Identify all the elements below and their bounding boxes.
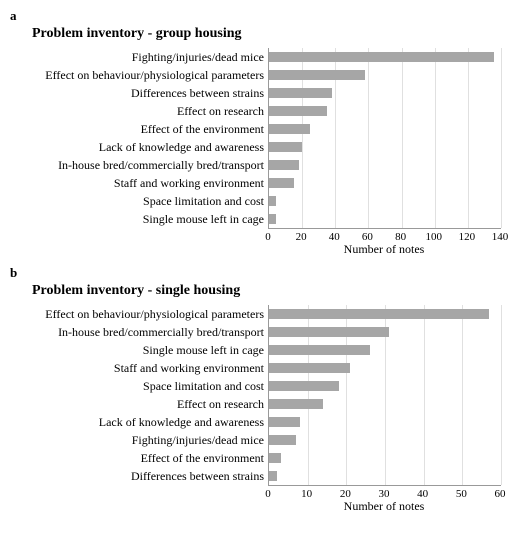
- chart-b-title: Problem inventory - single housing: [32, 283, 517, 299]
- bar: [269, 214, 276, 224]
- bar-row: [269, 323, 501, 341]
- category-label: Effect on behaviour/physiological parame…: [10, 305, 268, 323]
- bar: [269, 453, 281, 463]
- x-axis-label: Number of notes: [344, 499, 425, 514]
- category-label: Single mouse left in cage: [10, 341, 268, 359]
- bar: [269, 70, 365, 80]
- bar: [269, 345, 370, 355]
- bar: [269, 381, 339, 391]
- category-label: Effect on research: [10, 102, 268, 120]
- category-label: Fighting/injuries/dead mice: [10, 431, 268, 449]
- y-axis-labels: Fighting/injuries/dead miceEffect on beh…: [10, 48, 268, 228]
- category-label: Effect on behaviour/physiological parame…: [10, 66, 268, 84]
- panel-a-label: a: [10, 8, 517, 24]
- chart-a-title: Problem inventory - group housing: [32, 26, 517, 42]
- bar-row: [269, 48, 501, 66]
- bar-row: [269, 192, 501, 210]
- bar-row: [269, 66, 501, 84]
- grid-line: [501, 48, 502, 228]
- bar: [269, 160, 299, 170]
- bar: [269, 327, 389, 337]
- plot-area: [268, 305, 501, 486]
- x-tick: 60: [495, 488, 506, 500]
- chart-a: Fighting/injuries/dead miceEffect on beh…: [10, 48, 517, 257]
- x-tick: 0: [265, 488, 271, 500]
- bar: [269, 417, 300, 427]
- x-tick: 100: [425, 231, 442, 243]
- bar: [269, 178, 294, 188]
- bars: [269, 48, 501, 228]
- bar: [269, 142, 302, 152]
- category-label: Staff and working environment: [10, 359, 268, 377]
- bar-row: [269, 305, 501, 323]
- bar-row: [269, 120, 501, 138]
- x-axis: 020406080100120140Number of notes: [268, 229, 500, 257]
- bar: [269, 88, 332, 98]
- bar-row: [269, 395, 501, 413]
- x-tick: 20: [296, 231, 307, 243]
- category-label: Effect on research: [10, 395, 268, 413]
- bar: [269, 471, 277, 481]
- category-label: Single mouse left in cage: [10, 210, 268, 228]
- bar-row: [269, 377, 501, 395]
- category-label: Space limitation and cost: [10, 192, 268, 210]
- bar-row: [269, 156, 501, 174]
- plot-area: [268, 48, 501, 229]
- category-label: Staff and working environment: [10, 174, 268, 192]
- bar-row: [269, 431, 501, 449]
- x-tick: 120: [459, 231, 476, 243]
- bar-row: [269, 84, 501, 102]
- bar: [269, 124, 310, 134]
- bars: [269, 305, 501, 485]
- category-label: Differences between strains: [10, 467, 268, 485]
- x-tick: 10: [301, 488, 312, 500]
- bar-row: [269, 102, 501, 120]
- bar: [269, 106, 327, 116]
- bar: [269, 399, 323, 409]
- bar-row: [269, 138, 501, 156]
- category-label: In-house bred/commercially bred/transpor…: [10, 323, 268, 341]
- category-label: Lack of knowledge and awareness: [10, 138, 268, 156]
- category-label: Space limitation and cost: [10, 377, 268, 395]
- x-tick: 0: [265, 231, 271, 243]
- bar: [269, 363, 350, 373]
- bar-row: [269, 359, 501, 377]
- y-axis-labels: Effect on behaviour/physiological parame…: [10, 305, 268, 485]
- x-tick: 50: [456, 488, 467, 500]
- bar-row: [269, 449, 501, 467]
- category-label: Effect of the environment: [10, 449, 268, 467]
- category-label: In-house bred/commercially bred/transpor…: [10, 156, 268, 174]
- bar: [269, 309, 489, 319]
- bar-row: [269, 467, 501, 485]
- x-tick: 140: [492, 231, 509, 243]
- category-label: Differences between strains: [10, 84, 268, 102]
- bar: [269, 52, 494, 62]
- grid-line: [501, 305, 502, 485]
- x-axis-label: Number of notes: [344, 242, 425, 257]
- chart-b: Effect on behaviour/physiological parame…: [10, 305, 517, 514]
- bar-row: [269, 341, 501, 359]
- bar: [269, 435, 296, 445]
- bar: [269, 196, 276, 206]
- x-tick: 40: [329, 231, 340, 243]
- category-label: Lack of knowledge and awareness: [10, 413, 268, 431]
- bar-row: [269, 210, 501, 228]
- category-label: Effect of the environment: [10, 120, 268, 138]
- x-axis: 0102030405060Number of notes: [268, 486, 500, 514]
- category-label: Fighting/injuries/dead mice: [10, 48, 268, 66]
- bar-row: [269, 413, 501, 431]
- bar-row: [269, 174, 501, 192]
- panel-b-label: b: [10, 265, 517, 281]
